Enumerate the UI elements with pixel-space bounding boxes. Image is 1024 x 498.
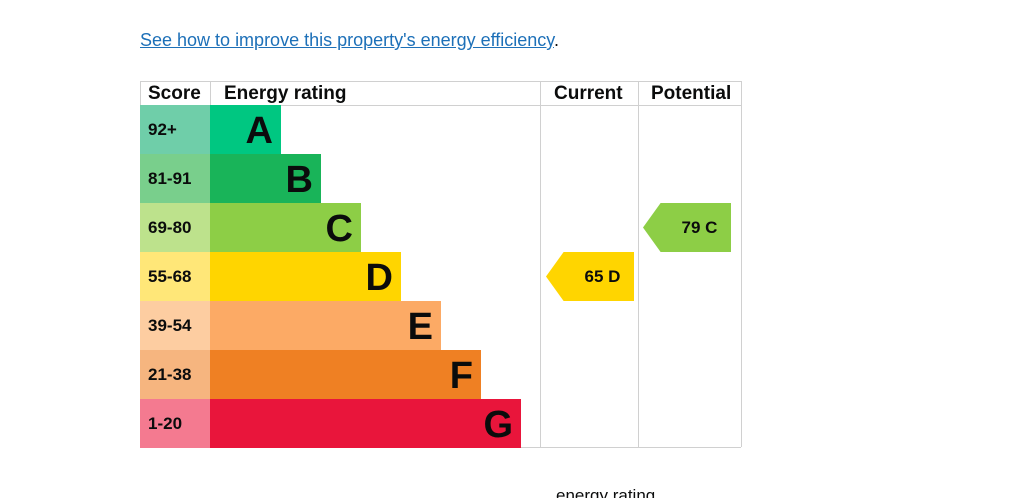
grid-header-bottom <box>140 105 741 106</box>
score-cell-e: 39-54 <box>140 301 210 350</box>
band-letter-g: G <box>483 404 513 446</box>
header-current: Current <box>554 83 623 104</box>
improve-efficiency-text: See how to improve this property's energ… <box>140 29 559 51</box>
grid-score-divider <box>210 81 211 105</box>
grid-right <box>741 81 742 447</box>
band-letter-c: C <box>325 208 353 250</box>
header-score: Score <box>148 83 201 104</box>
rating-band-d: D <box>210 252 401 301</box>
score-cell-a: 92+ <box>140 105 210 154</box>
current-rating-arrow-label: 65 D <box>584 267 621 286</box>
score-cell-d: 55-68 <box>140 252 210 301</box>
band-letter-f: F <box>449 355 473 397</box>
rating-band-b: B <box>210 154 321 203</box>
improve-efficiency-link[interactable]: See how to improve this property's energ… <box>140 30 554 50</box>
grid-top <box>140 81 741 82</box>
potential-rating-arrow-label: 79 C <box>681 218 718 237</box>
rating-band-e: E <box>210 301 441 350</box>
rating-band-f: F <box>210 350 481 399</box>
rating-band-a: A <box>210 105 281 154</box>
grid-current-divider <box>638 81 639 447</box>
current-rating-arrow: 65 D <box>546 252 634 301</box>
header-potential: Potential <box>651 83 732 104</box>
rating-band-g: G <box>210 399 521 448</box>
rating-band-c: C <box>210 203 361 252</box>
potential-rating-arrow: 79 C <box>643 203 731 252</box>
grid-left <box>140 81 141 105</box>
band-letter-b: B <box>285 159 313 201</box>
score-cell-f: 21-38 <box>140 350 210 399</box>
band-letter-a: A <box>245 110 273 152</box>
band-letter-d: D <box>365 257 393 299</box>
score-cell-b: 81-91 <box>140 154 210 203</box>
grid-rating-divider <box>540 81 541 447</box>
header-energy-rating: Energy rating <box>224 83 347 104</box>
link-suffix: . <box>553 30 559 50</box>
score-cell-g: 1-20 <box>140 399 210 448</box>
score-cell-c: 69-80 <box>140 203 210 252</box>
footer-energy-rating-text: energy rating <box>556 486 656 498</box>
energy-rating-chart: Score Energy rating Current Potential 92… <box>140 81 742 448</box>
band-letter-e: E <box>407 306 433 348</box>
